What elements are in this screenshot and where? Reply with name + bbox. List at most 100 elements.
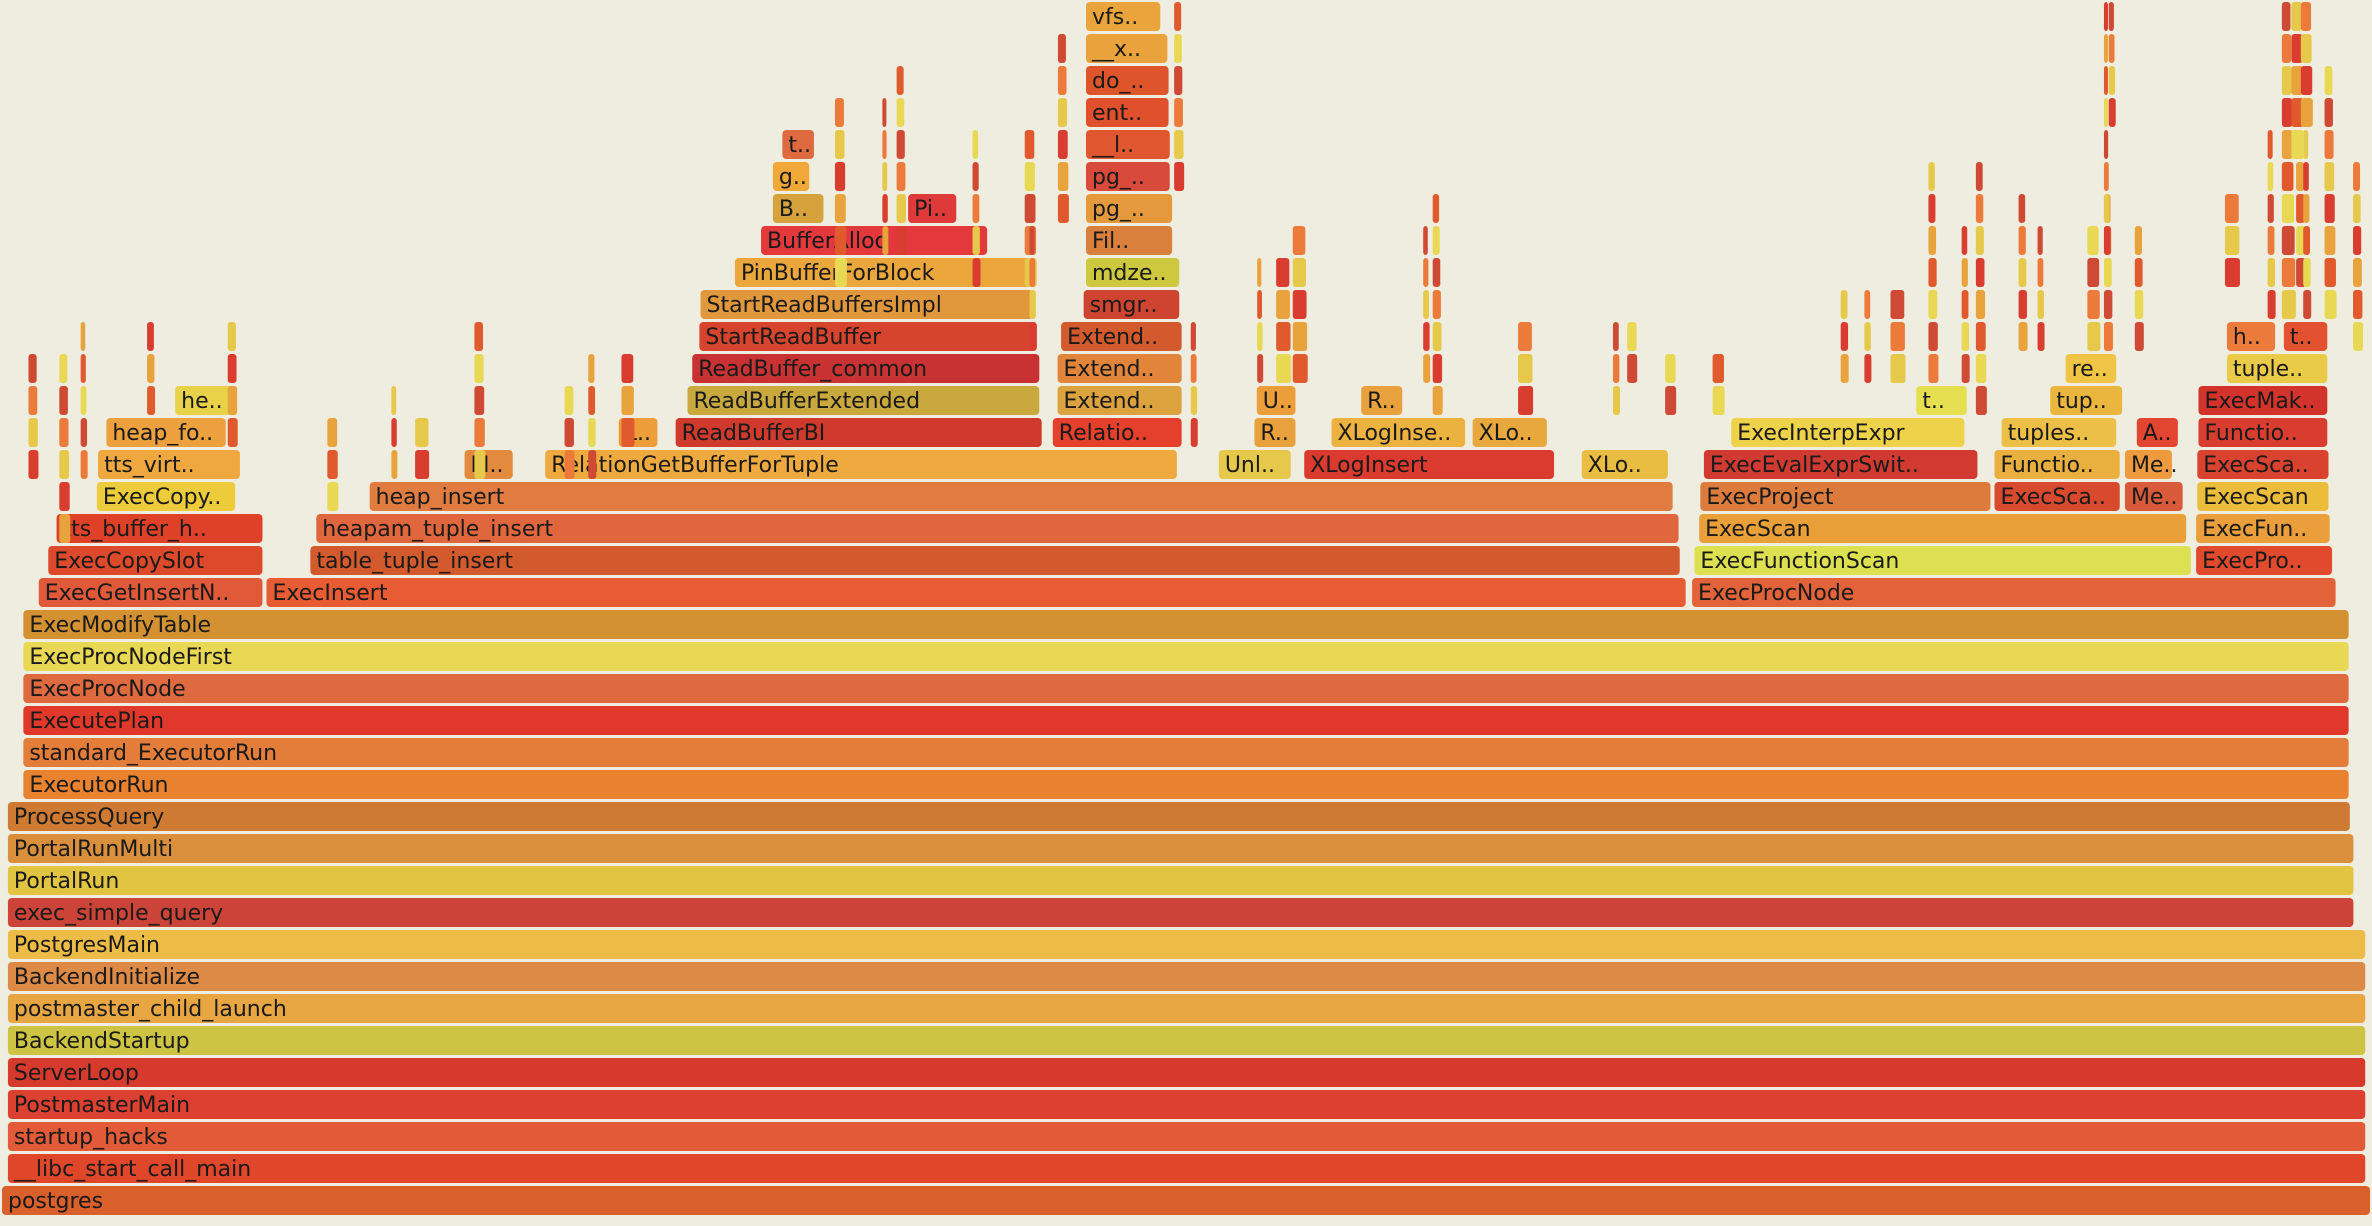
frame-table_tuple_insert[interactable]: table_tuple_insert [310,546,1680,575]
mini-frame[interactable] [2281,66,2292,95]
mini-frame[interactable] [1029,322,1037,351]
mini-frame[interactable] [2267,258,2276,287]
mini-frame[interactable] [2300,34,2312,63]
mini-frame[interactable] [1057,34,1066,63]
mini-frame[interactable] [882,98,887,127]
mini-frame[interactable] [1423,290,1429,319]
mini-frame[interactable] [972,258,981,287]
frame-startup_hacks[interactable]: startup_hacks [7,1122,2366,1151]
mini-frame[interactable] [834,194,846,223]
mini-frame[interactable] [1174,98,1183,127]
mini-frame[interactable] [1024,194,1036,223]
mini-frame[interactable] [2324,226,2336,255]
mini-frame[interactable] [882,162,888,191]
mini-frame[interactable] [1975,258,1985,287]
mini-frame[interactable] [1190,386,1198,415]
frame-bar[interactable] [1218,450,1291,479]
frame-RelationGetBufferForTuple[interactable]: RelationGetBufferForTuple [545,450,1177,479]
mini-frame[interactable] [2103,162,2109,191]
frame-bar[interactable] [1916,386,1967,415]
frame-bar[interactable] [2226,322,2276,351]
frame-PostgresMain[interactable]: PostgresMain [7,930,2366,959]
mini-frame[interactable] [80,354,86,383]
mini-frame[interactable] [2303,194,2310,223]
mini-frame[interactable] [1057,162,1069,191]
mini-frame[interactable] [391,418,397,447]
mini-frame[interactable] [1612,386,1620,415]
mini-frame[interactable] [28,418,38,447]
frame-heapam_tuple_insert[interactable]: heapam_tuple_insert [316,514,1679,543]
mini-frame[interactable] [2324,258,2336,287]
mini-frame[interactable] [227,386,238,415]
frame-bar[interactable] [48,546,263,575]
frame-bar[interactable] [1731,418,1965,447]
mini-frame[interactable] [2324,130,2334,159]
frame-bar[interactable] [2001,418,2117,447]
mini-frame[interactable] [1840,354,1849,383]
frame-ExecProcNode[interactable]: ExecProcNode [1692,578,2336,607]
mini-frame[interactable] [1928,194,1936,223]
mini-frame[interactable] [2134,258,2143,287]
frame-ExecutePlan[interactable]: ExecutePlan [23,706,2349,735]
frame-ExecMakeTableFunctionResult[interactable]: Me.. [2124,482,2183,511]
frame-bar[interactable] [7,1090,2366,1119]
frame-bar[interactable] [2198,418,2328,447]
frame-ExecMakeTableFunctionResult[interactable]: Me.. [2124,450,2178,479]
frame-bar[interactable] [908,194,957,223]
mini-frame[interactable] [1029,258,1036,287]
mini-frame[interactable] [1890,290,1905,319]
frame-ExtendBufferedRelBy[interactable]: Extend.. [1057,354,1182,383]
frame-pg_pwritev[interactable]: pg_.. [1086,162,1170,191]
frame-vfs_writev[interactable]: vfs.. [1086,2,1161,31]
mini-frame[interactable] [327,482,339,511]
mini-frame[interactable] [1423,354,1431,383]
mini-frame[interactable] [896,66,904,95]
mini-frame[interactable] [2281,162,2294,191]
frame-bar[interactable] [464,450,513,479]
frame-bar[interactable] [2136,418,2178,447]
frame-ExecFunctionScan[interactable]: ExecFunctionScan [1694,546,2191,575]
mini-frame[interactable] [2103,258,2112,287]
mini-frame[interactable] [1024,162,1035,191]
mini-frame[interactable] [80,418,88,447]
mini-frame[interactable] [1627,354,1638,383]
mini-frame[interactable] [2267,130,2273,159]
mini-frame[interactable] [588,354,595,383]
mini-frame[interactable] [2303,290,2312,319]
frame-ReadBuffer_common[interactable]: ReadBuffer_common [692,354,1040,383]
mini-frame[interactable] [2087,290,2100,319]
mini-frame[interactable] [2103,194,2110,223]
frame-bar[interactable] [1061,322,1182,351]
frame-bar[interactable] [310,546,1680,575]
frame-FileZero[interactable]: Fil.. [1086,226,1173,255]
frame-g[interactable]: g.. [772,162,810,191]
mini-frame[interactable] [327,450,338,479]
frame-bar[interactable] [7,1122,2366,1151]
frame-PinBufferForBlock[interactable]: PinBufferForBlock [734,258,1035,287]
frame-bar[interactable] [23,706,2349,735]
mini-frame[interactable] [564,386,574,415]
mini-frame[interactable] [882,194,888,223]
mini-frame[interactable] [2353,226,2362,255]
mini-frame[interactable] [1975,226,1984,255]
frame-ExecScan[interactable]: ExecSca.. [1994,482,2120,511]
mini-frame[interactable] [2353,290,2363,319]
mini-frame[interactable] [1975,354,1987,383]
mini-frame[interactable] [2296,162,2305,191]
mini-frame[interactable] [1057,98,1068,127]
mini-frame[interactable] [2037,322,2045,351]
frame-tts_buffer_heap_copyslot[interactable]: tts_buffer_h.. [56,514,263,543]
frame-ExecCopySlot[interactable]: ExecCopySlot [48,546,263,575]
mini-frame[interactable] [1432,354,1443,383]
mini-frame[interactable] [2037,258,2044,287]
mini-frame[interactable] [2103,66,2108,95]
mini-frame[interactable] [327,418,338,447]
mini-frame[interactable] [2103,226,2110,255]
frame-do_syscall[interactable]: do_.. [1086,66,1169,95]
frame-heap_insert[interactable]: heap_insert [369,482,1673,511]
mini-frame[interactable] [1276,354,1292,383]
mini-frame[interactable] [882,226,889,255]
mini-frame[interactable] [588,386,596,415]
frame-ExecProcNodeFirst[interactable]: ExecProcNodeFirst [23,642,2349,671]
frame-tuplestore_puttuple[interactable]: tuple.. [2226,354,2328,383]
